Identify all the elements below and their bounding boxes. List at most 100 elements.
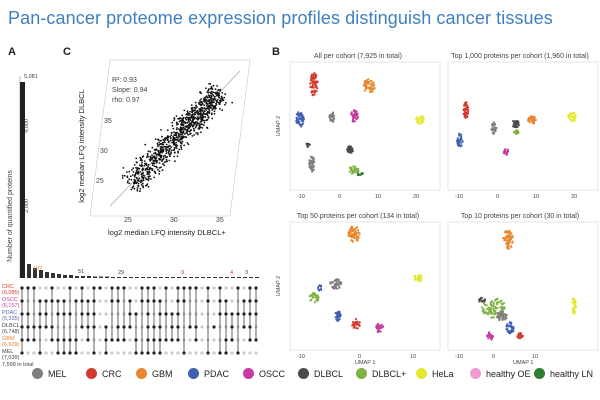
umap-point-pdac [505,328,508,331]
scatter-point [131,186,134,189]
scatter-point [215,102,217,105]
matrix-dot [164,351,168,355]
scatter-point [212,99,215,102]
matrix-dot [104,299,108,303]
scatter-point [169,137,172,140]
scatter-point [134,172,137,175]
umap-point-oscc [377,323,380,326]
scatter-point [197,113,200,116]
umap-point-gbm [350,229,353,232]
scatter-point [225,102,227,104]
scatter-point [196,121,199,124]
set-label-gbm: GBM [2,336,15,342]
matrix-dot [212,351,216,355]
scatter-point [151,154,153,157]
scatter-point [177,123,179,125]
matrix-dot [92,286,96,290]
umap-top1000: Top 1,000 proteins per cohort (1,960 in … [447,53,599,200]
matrix-dot [176,286,180,290]
scatter-point [147,163,150,166]
scatter-points [121,83,234,193]
umap-point-dlbclplus [310,298,313,301]
scatter-point [157,158,160,160]
scatter-point [195,110,198,113]
umap-point-hela [419,122,423,125]
umap-point-gbm [350,233,353,236]
upset-total-label: 7,598 in total [2,362,34,368]
scatter-point [192,125,194,128]
umap-point-dlbcl [515,121,518,124]
umap-point-dlbclplus [482,308,485,311]
scatter-point [128,182,131,185]
scatter-point [215,107,217,110]
matrix-dot [242,338,246,342]
umap-point-mel [505,313,508,316]
umap-point-crc [356,327,359,330]
scatter-point [168,140,170,143]
scatter-point [162,163,164,165]
matrix-dot [128,338,132,342]
scatter-point [206,113,209,116]
matrix-dot [158,286,162,290]
umap-point-crc [355,320,358,324]
scatter-point [157,153,160,156]
scatter-point [219,88,222,91]
scatter-point [192,113,194,115]
legend-item-gbm: GBM [136,368,173,379]
umap-point-gbm [505,239,508,242]
scatter-point [162,138,165,141]
matrix-dot [206,286,210,290]
scatter-point [207,89,210,92]
scatter-point [205,87,207,90]
umap-point-mel [337,279,340,282]
scatter-point [137,170,140,173]
matrix-dot [50,351,54,355]
umap-point-mel [329,119,332,122]
umap-point-dlbclplus [357,167,360,170]
umap-point-crc [351,324,354,327]
scatter-point [201,113,204,116]
scatter-point [195,105,198,108]
umap-top50-xtick-0: -10 [297,354,305,360]
scatter-point [163,145,165,148]
scatter-point [149,150,152,153]
scatter-point [170,152,172,155]
umap-point-crc [316,80,319,83]
scatter-point [147,175,150,178]
scatter-point [160,129,162,131]
matrix-dot [224,286,228,290]
scatter-point [165,152,168,155]
umap-top1000-xtick-1: 0 [496,194,499,200]
umap-point-gbm [353,228,356,232]
scatter-point [193,106,196,109]
scatter-point [209,92,212,95]
umap-point-gbm [372,81,375,84]
matrix-dot [212,299,216,303]
scatter-point [220,99,223,102]
scatter-point [187,143,190,146]
umap-point-dlbclplus [490,310,493,313]
umap-point-crc [467,110,470,113]
matrix-dot [200,338,204,342]
umap-point-dlbclplus [353,170,356,173]
scatter-point [196,133,199,136]
matrix-dot [74,299,78,303]
umap-point-dlbclplus [496,301,499,304]
umap-point-crc [310,90,313,93]
scatter-point [137,180,140,182]
umap-point-mel [338,280,341,283]
scatter-point [160,142,162,145]
umap-point-mel [498,315,502,319]
umap-point-gbm [355,232,358,235]
umap-point-dlbclplus [516,131,519,135]
scatter-point [199,116,202,119]
umap-point-dlbclplus [353,167,357,170]
umap-point-dlbclplus [513,130,516,134]
umap-point-crc [465,108,468,111]
scatter-point [166,149,169,151]
matrix-dot [230,299,234,303]
scatter-point [174,132,177,134]
umap-point-dlbcl [349,145,352,148]
scatter-point [162,143,165,146]
scatter-point [153,152,155,155]
